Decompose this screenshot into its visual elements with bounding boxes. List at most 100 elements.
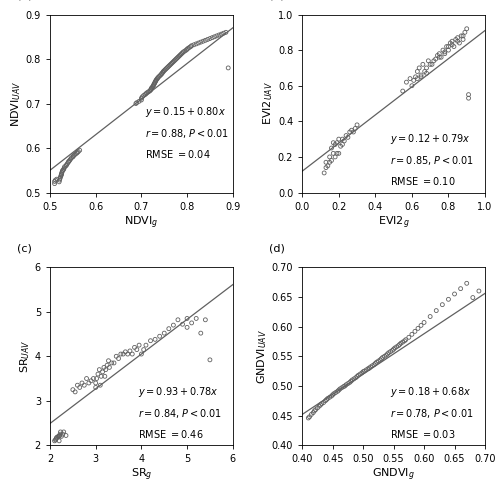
Point <box>197 329 205 337</box>
Point <box>170 321 177 329</box>
Point <box>110 359 118 367</box>
Point <box>322 396 330 404</box>
Point <box>206 35 214 43</box>
Point <box>150 81 158 89</box>
Point <box>163 64 171 72</box>
Point <box>112 352 120 360</box>
Point <box>422 64 430 72</box>
Point <box>352 374 360 381</box>
Point <box>150 79 158 87</box>
Point <box>60 164 68 172</box>
Point <box>320 399 328 407</box>
Point <box>342 132 350 139</box>
Point <box>348 376 356 384</box>
Point <box>392 343 400 351</box>
Point <box>316 401 324 409</box>
Point <box>322 158 330 166</box>
Point <box>152 76 160 84</box>
Point <box>333 139 341 147</box>
Point <box>184 45 192 52</box>
Point <box>475 287 483 295</box>
Point <box>160 68 168 76</box>
Point <box>52 434 60 442</box>
Point <box>54 433 62 440</box>
Point <box>92 375 100 382</box>
Point <box>324 162 332 170</box>
Point <box>159 69 167 76</box>
Point <box>56 432 64 439</box>
Point <box>133 99 141 106</box>
Point <box>174 316 182 324</box>
Point <box>362 366 370 374</box>
Point <box>359 368 367 376</box>
Point <box>430 57 438 65</box>
Point <box>154 75 162 82</box>
Point <box>368 362 376 370</box>
Point <box>344 134 352 141</box>
Point <box>448 37 456 45</box>
Point <box>400 337 408 345</box>
Point <box>124 350 132 358</box>
Point <box>59 166 67 174</box>
Point <box>322 397 330 405</box>
Point <box>160 329 168 337</box>
Point <box>358 369 366 377</box>
Point <box>414 68 422 76</box>
Point <box>350 375 358 383</box>
Point <box>96 381 104 389</box>
Point <box>384 349 392 357</box>
Point <box>160 67 168 75</box>
Point <box>438 301 446 308</box>
Point <box>175 52 183 60</box>
Point <box>333 150 341 157</box>
Point <box>341 382 349 390</box>
Point <box>87 377 95 385</box>
Point <box>186 44 194 51</box>
Point <box>108 359 116 367</box>
X-axis label: EVI2$_{\mathit{g}}$: EVI2$_{\mathit{g}}$ <box>378 214 410 231</box>
Point <box>346 128 354 136</box>
Point <box>152 77 160 85</box>
Point <box>436 50 444 58</box>
Point <box>330 390 338 397</box>
Point <box>143 89 151 97</box>
Point <box>147 85 155 93</box>
Point <box>166 60 174 68</box>
Point <box>338 135 346 143</box>
Point <box>172 55 180 63</box>
Point <box>194 39 202 47</box>
Point <box>101 372 109 380</box>
Point <box>146 87 154 95</box>
Point <box>432 307 440 315</box>
Point <box>102 366 110 374</box>
Point <box>390 345 398 353</box>
Point <box>322 164 330 171</box>
Point <box>56 430 64 438</box>
Point <box>312 406 320 413</box>
Point <box>55 437 63 445</box>
Point <box>138 350 145 358</box>
Point <box>378 354 386 362</box>
Point <box>55 433 63 440</box>
Point <box>97 372 105 380</box>
Point <box>384 350 392 358</box>
Point <box>417 73 425 81</box>
Point <box>70 152 78 160</box>
Point <box>60 428 68 436</box>
Point <box>158 70 166 78</box>
Point <box>140 346 147 353</box>
Point <box>308 410 316 418</box>
Point <box>58 170 66 178</box>
Point <box>161 66 169 74</box>
Point <box>171 56 179 64</box>
Point <box>138 93 146 101</box>
Point <box>328 392 336 400</box>
Point <box>202 36 209 44</box>
Point <box>224 64 232 72</box>
Point <box>135 341 143 349</box>
Point <box>326 393 334 401</box>
Point <box>399 87 407 95</box>
Point <box>100 363 108 371</box>
Point <box>64 157 72 165</box>
Point <box>210 33 218 41</box>
